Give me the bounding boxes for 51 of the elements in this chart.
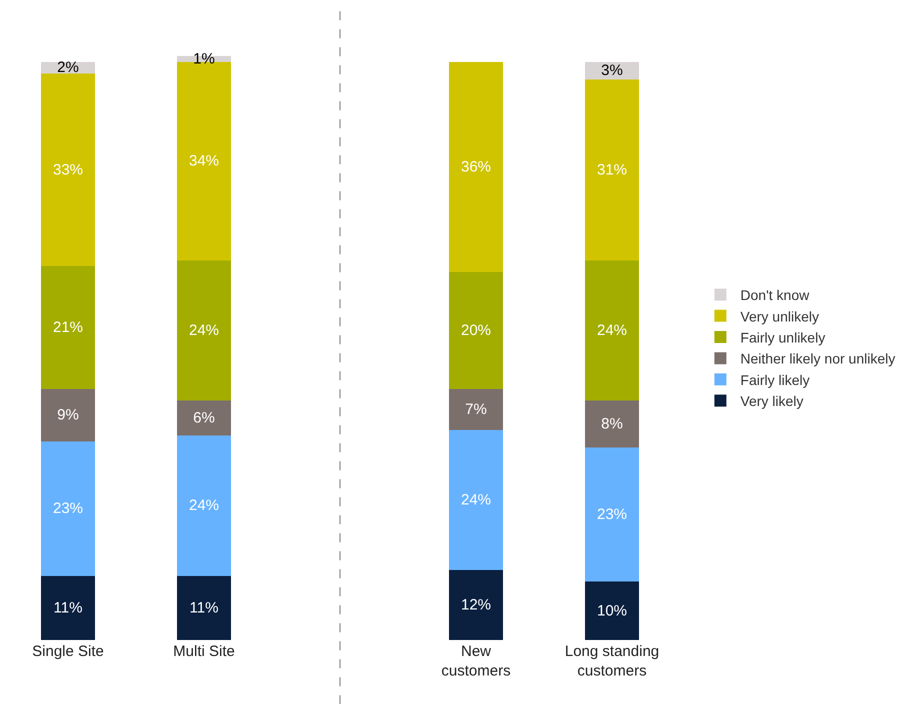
data-label: 11% <box>190 599 218 616</box>
x-tick-label: Single Site <box>32 643 104 660</box>
legend-label: Very unlikely <box>740 308 819 324</box>
data-label: 31% <box>596 161 628 178</box>
data-label: 23% <box>596 506 628 523</box>
data-label: 24% <box>188 322 220 339</box>
x-tick-label: New customers <box>441 643 511 680</box>
data-label: 11% <box>54 599 82 616</box>
data-label: 24% <box>188 497 220 514</box>
legend-label: Don't know <box>740 287 810 304</box>
bar <box>40 266 96 389</box>
data-label: 33% <box>52 161 84 178</box>
legend-label: Neither likely nor unlikely <box>740 350 896 367</box>
bar <box>448 272 504 389</box>
data-label: 36% <box>460 158 492 176</box>
x-tick-label: Multi Site <box>173 643 235 660</box>
bar <box>448 62 504 272</box>
bar <box>176 576 232 640</box>
data-label: 3% <box>601 62 623 80</box>
bar <box>584 400 640 448</box>
bar <box>40 441 96 576</box>
x-tick-label: Long standing customers <box>564 643 660 680</box>
bar <box>40 576 96 640</box>
data-label: 24% <box>460 491 492 508</box>
bar <box>40 388 96 442</box>
data-label: 10% <box>596 602 628 620</box>
data-label: 2% <box>57 59 79 76</box>
data-label: 8% <box>601 415 623 432</box>
bar <box>176 400 232 436</box>
data-label: 23% <box>52 500 84 518</box>
bar <box>40 74 96 266</box>
data-label: 34% <box>188 152 220 170</box>
legend-label: Fairly unlikely <box>740 329 826 346</box>
bar <box>448 570 504 640</box>
data-label: 7% <box>465 400 487 418</box>
bar <box>176 260 232 401</box>
bar <box>448 388 504 430</box>
bar <box>448 430 504 570</box>
bar <box>176 436 232 576</box>
bar <box>584 582 640 640</box>
data-label: 20% <box>460 322 492 339</box>
bar <box>584 447 640 582</box>
legend-label: Very likely <box>740 393 804 410</box>
bar <box>584 260 640 401</box>
data-label: 24% <box>596 322 628 339</box>
data-label: 6% <box>193 410 215 427</box>
data-label: 9% <box>57 406 79 424</box>
bar <box>584 79 640 260</box>
legend-label: Fairly likely <box>740 372 810 388</box>
data-label: 21% <box>52 319 84 336</box>
data-label: 12% <box>460 596 492 614</box>
